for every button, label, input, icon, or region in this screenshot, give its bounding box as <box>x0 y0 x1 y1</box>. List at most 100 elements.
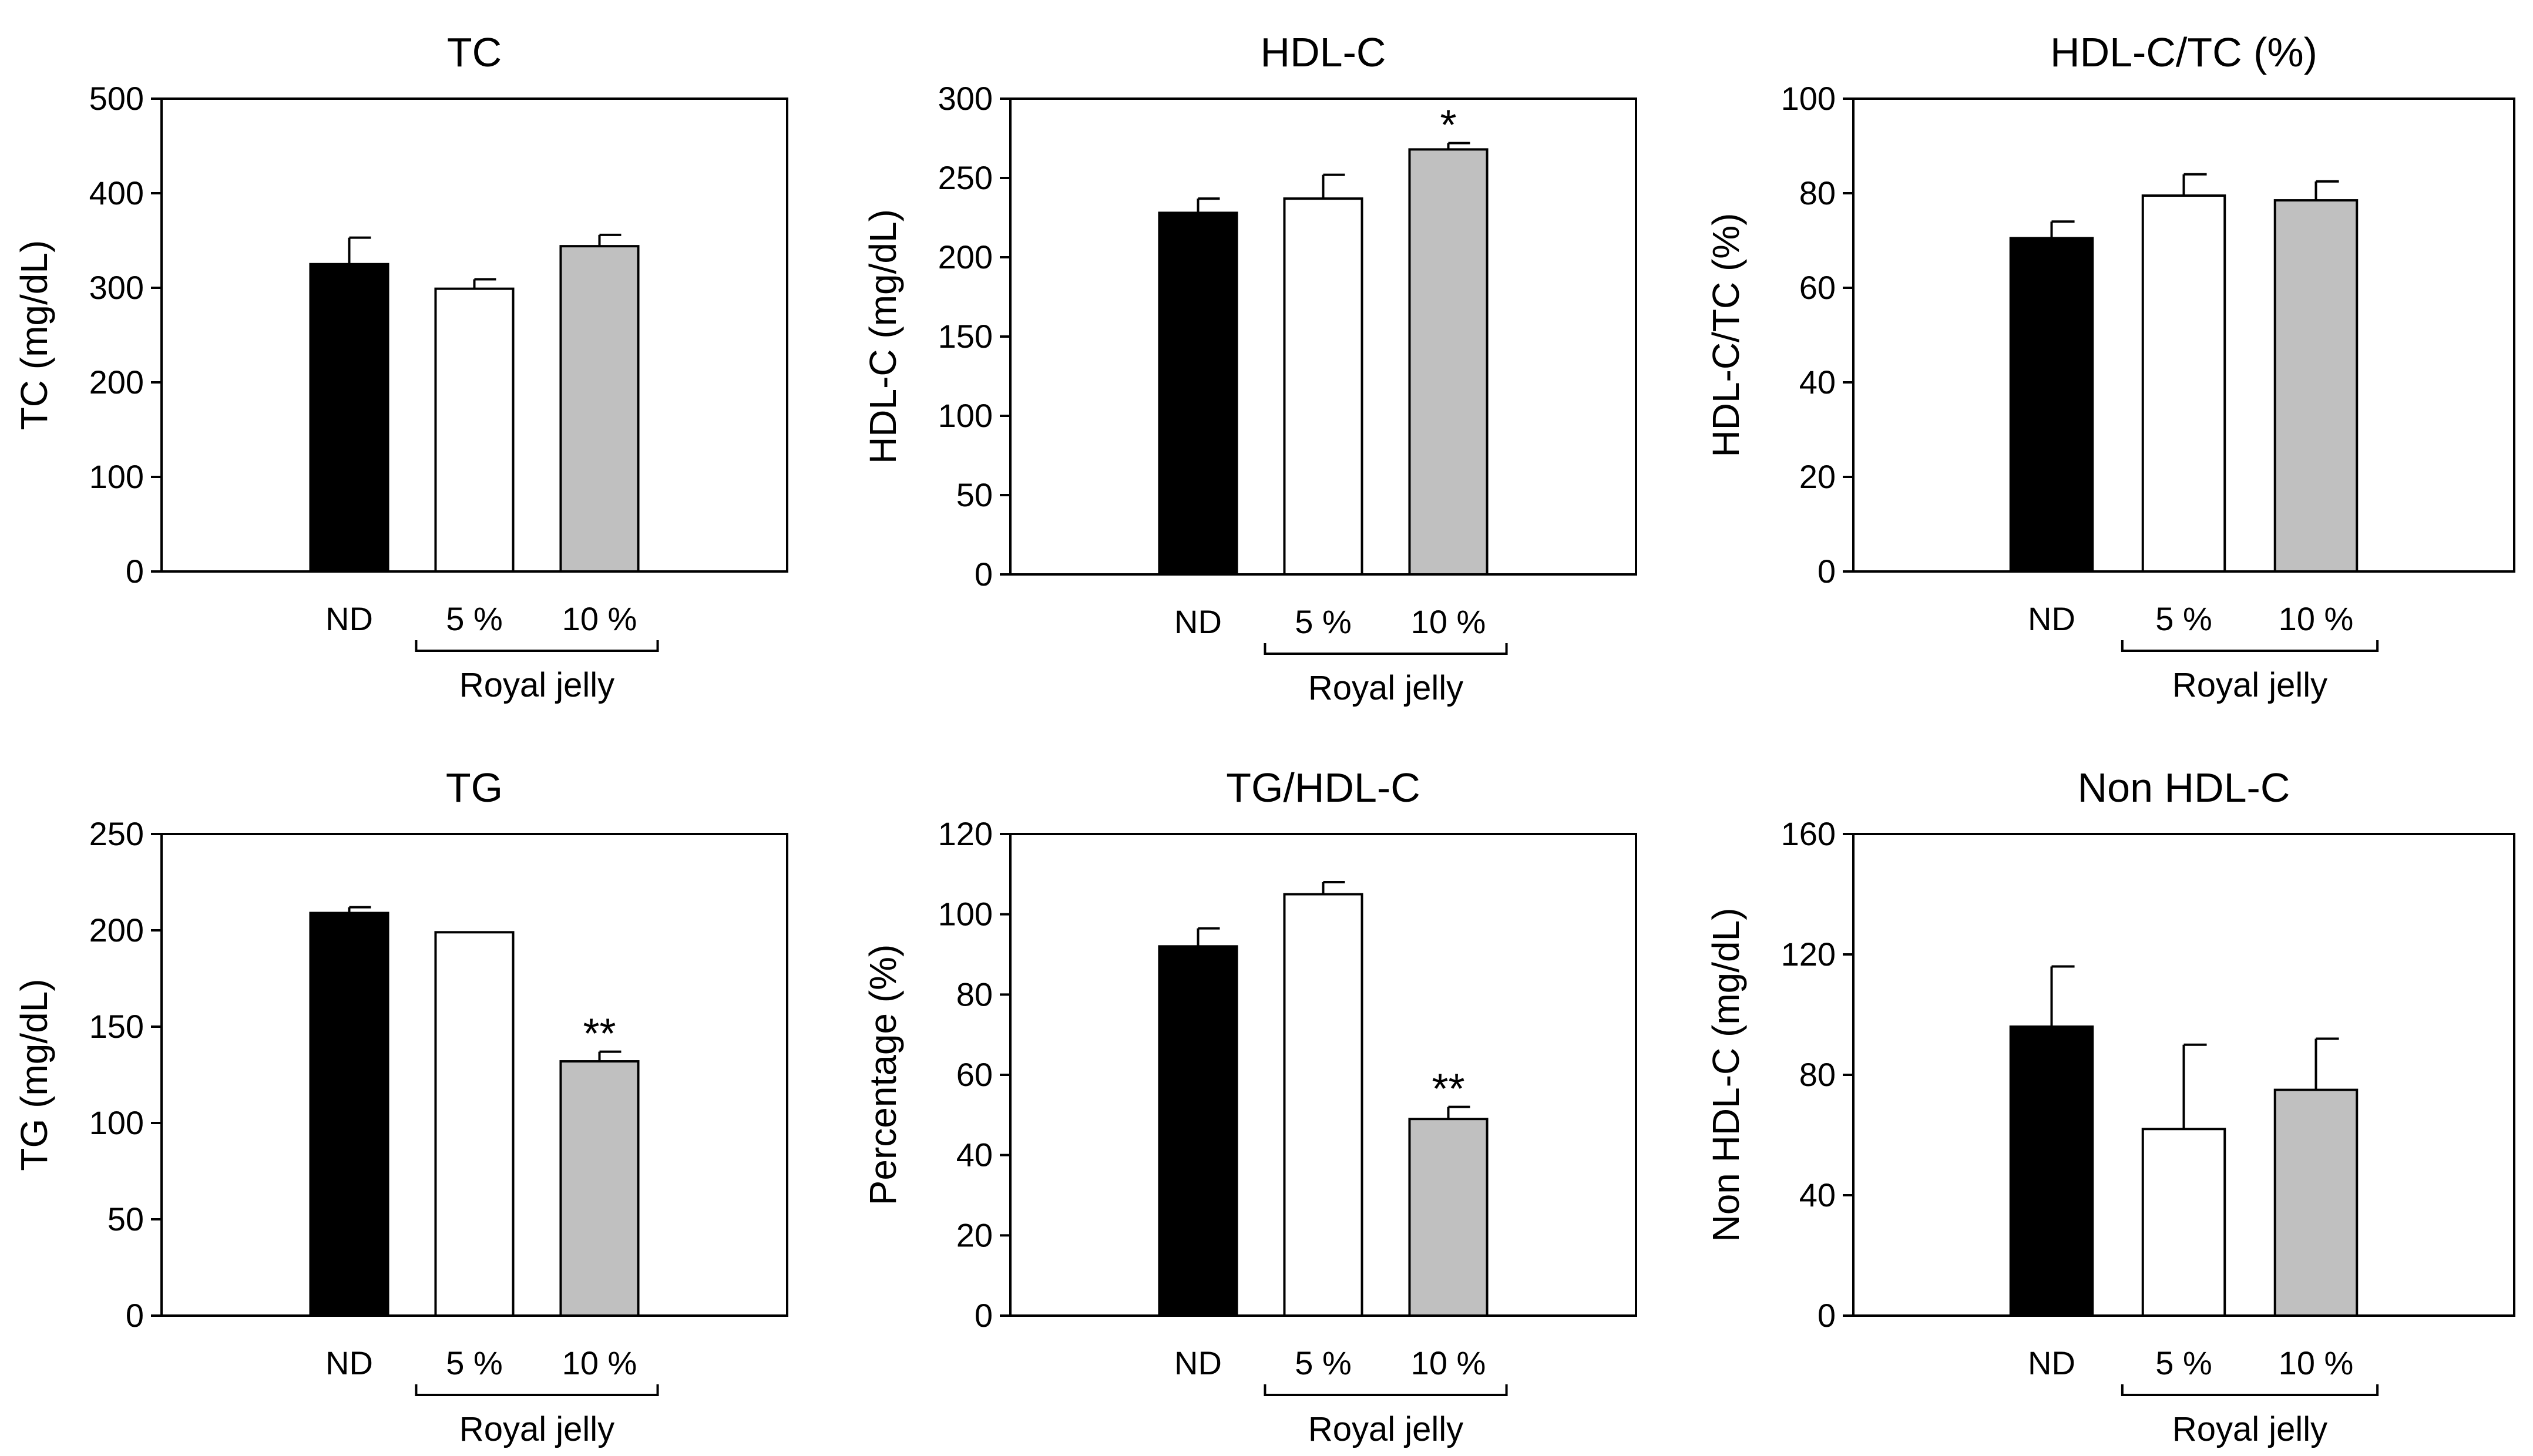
bar <box>1408 1118 1489 1317</box>
chart-title: HDL-C/TC (%) <box>2050 29 2317 75</box>
x-category-label: 10 % <box>2279 600 2354 637</box>
chart-panel-2: HDL-C HDL-C (mg/dL) 0 50 100 150 200 250 300 ND 5 … <box>862 29 1637 707</box>
bar <box>559 245 640 573</box>
bar <box>2009 1025 2094 1317</box>
y-tick-label: 100 <box>938 397 993 434</box>
bar <box>2273 199 2359 573</box>
y-tick-label: 80 <box>956 976 993 1013</box>
x-category-label: 10 % <box>562 600 637 637</box>
y-axis-label: HDL-C (mg/dL) <box>862 209 904 464</box>
x-category-label: ND <box>1174 1344 1222 1381</box>
significance-mark: ** <box>583 1011 616 1058</box>
y-axis-label: Percentage (%) <box>862 944 904 1206</box>
y-tick-label: 0 <box>126 1297 144 1334</box>
y-tick-label: 150 <box>938 318 993 355</box>
bar <box>2009 237 2094 573</box>
bar <box>1283 197 1363 576</box>
plot-frame <box>160 833 788 1317</box>
chart-title: HDL-C <box>1261 29 1386 75</box>
bar <box>434 287 515 573</box>
x-category-label: 5 % <box>2155 600 2212 637</box>
x-category-label: 10 % <box>1411 603 1486 640</box>
bar <box>1408 148 1489 576</box>
y-tick-label: 400 <box>89 174 144 211</box>
y-tick-label: 80 <box>1799 174 1836 211</box>
y-tick-label: 60 <box>956 1056 993 1093</box>
y-axis-label: Non HDL-C (mg/dL) <box>1705 907 1747 1242</box>
chart-panel-6: Non HDL-C Non HDL-C (mg/dL) 0 40 80 120 160 ND 5… <box>1705 765 2515 1448</box>
plot-frame <box>1852 97 2515 573</box>
x-category-label: ND <box>2028 1344 2075 1381</box>
bar <box>559 1060 640 1317</box>
y-tick-label: 200 <box>89 912 144 949</box>
y-tick-label: 150 <box>89 1008 144 1045</box>
x-category-label: 10 % <box>1411 1344 1486 1381</box>
y-axis-label: HDL-C/TC (%) <box>1705 213 1747 458</box>
x-category-label: 5 % <box>446 600 503 637</box>
y-tick-label: 80 <box>1799 1056 1836 1093</box>
bar <box>2141 194 2226 573</box>
significance-mark: ** <box>1432 1066 1464 1113</box>
x-category-label: ND <box>325 600 373 637</box>
y-tick-label: 40 <box>956 1136 993 1173</box>
bar <box>2141 1128 2226 1317</box>
chart-title: Non HDL-C <box>2078 765 2290 811</box>
chart-panel-5: TG/HDL-C Percentage (%) 0 20 40 60 80 100 120 ND 5… <box>862 765 1637 1448</box>
y-tick-label: 0 <box>1818 553 1836 590</box>
y-axis-label: TG (mg/dL) <box>13 978 55 1171</box>
y-tick-label: 40 <box>1799 1176 1836 1213</box>
group-label: Royal jelly <box>459 666 614 704</box>
bar <box>2273 1088 2359 1317</box>
y-tick-label: 100 <box>89 458 144 495</box>
group-bracket <box>1264 643 1508 655</box>
x-category-label: 5 % <box>446 1344 503 1381</box>
y-tick-label: 160 <box>1781 815 1836 852</box>
group-bracket <box>2121 640 2379 652</box>
y-tick-label: 50 <box>107 1201 144 1238</box>
y-tick-label: 40 <box>1799 364 1836 401</box>
bar <box>1283 893 1363 1317</box>
y-tick-label: 0 <box>1818 1297 1836 1334</box>
plot-frame <box>160 97 788 573</box>
bar <box>1158 945 1238 1317</box>
group-bracket <box>1264 1384 1508 1396</box>
group-label: Royal jelly <box>2172 666 2327 704</box>
plot-frame <box>1852 833 2515 1317</box>
y-tick-label: 300 <box>938 80 993 117</box>
significance-mark: * <box>1440 102 1456 149</box>
group-label: Royal jelly <box>459 1410 614 1448</box>
group-label: Royal jelly <box>1308 1410 1463 1448</box>
y-tick-label: 0 <box>975 1297 993 1334</box>
y-tick-label: 0 <box>126 553 144 590</box>
bar <box>1158 211 1238 576</box>
y-tick-label: 200 <box>938 238 993 275</box>
y-tick-label: 20 <box>956 1216 993 1253</box>
chart-panel-4: TG TG (mg/dL) 0 50 100 150 200 250 ND 5 % ** 10 % Ro… <box>13 765 788 1448</box>
y-tick-label: 250 <box>89 815 144 852</box>
group-label: Royal jelly <box>1308 669 1463 707</box>
y-tick-label: 0 <box>975 556 993 593</box>
y-tick-label: 120 <box>938 815 993 852</box>
y-tick-label: 50 <box>956 476 993 513</box>
chart-title: TG <box>446 765 503 811</box>
bar <box>309 912 389 1317</box>
bar <box>434 931 515 1317</box>
y-axis-label: TC (mg/dL) <box>13 240 55 431</box>
group-bracket <box>2121 1384 2379 1396</box>
chart-title: TG/HDL-C <box>1226 765 1420 811</box>
chart-panel-1: TC TC (mg/dL) 0 100 200 300 400 500 ND 5 % 10 % Roy… <box>13 29 788 704</box>
y-tick-label: 500 <box>89 80 144 117</box>
y-tick-label: 120 <box>1781 936 1836 973</box>
bar <box>309 263 389 573</box>
x-category-label: ND <box>2028 600 2075 637</box>
y-tick-label: 200 <box>89 364 144 401</box>
plot-frame <box>1009 833 1637 1317</box>
y-tick-label: 250 <box>938 159 993 196</box>
x-category-label: 10 % <box>2279 1344 2354 1381</box>
group-label: Royal jelly <box>2172 1410 2327 1448</box>
plot-frame <box>1009 97 1637 576</box>
x-category-label: ND <box>1174 603 1222 640</box>
chart-panel-3: HDL-C/TC (%) HDL-C/TC (%) 0 20 40 60 80 100 ND 5 … <box>1705 29 2515 704</box>
x-category-label: 5 % <box>2155 1344 2212 1381</box>
